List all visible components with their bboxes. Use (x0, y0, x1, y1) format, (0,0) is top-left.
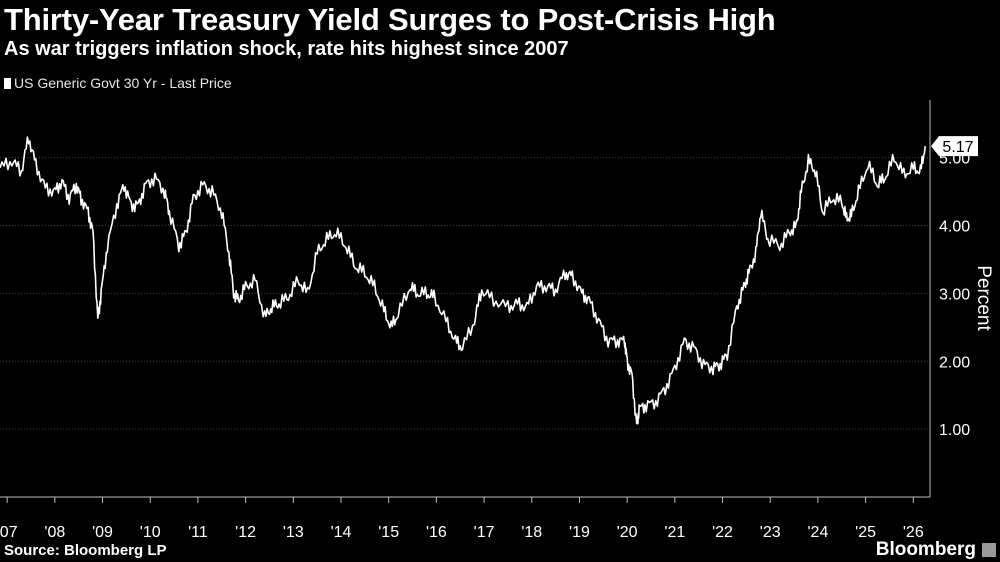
x-tick-label: '25 (855, 524, 876, 541)
x-tick-label: '26 (903, 524, 924, 541)
x-tick-label: '11 (188, 524, 208, 541)
x-tick-label: '07 (0, 524, 18, 541)
x-tick-label: '23 (760, 524, 781, 541)
x-tick-label: '13 (283, 524, 304, 541)
x-tick-label: '09 (92, 524, 113, 541)
y-axis-title: Percent (973, 265, 994, 331)
x-tick-label: '12 (235, 524, 256, 541)
x-tick-label: '20 (617, 524, 638, 541)
last-value-box (931, 136, 978, 157)
x-tick-label: '18 (521, 524, 542, 541)
source-note: Source: Bloomberg LP (4, 542, 167, 559)
x-tick-label: '22 (712, 524, 733, 541)
x-tick-label: '16 (426, 524, 447, 541)
x-tick-label: '24 (807, 524, 828, 541)
y-tick-label: 4.00 (939, 219, 970, 236)
chart-legend: US Generic Govt 30 Yr - Last Price (4, 75, 232, 91)
last-value-label: 5.17 (942, 139, 973, 156)
brand-logo: Bloomberg (875, 539, 976, 560)
y-tick-label: 2.00 (939, 354, 970, 371)
legend-swatch (4, 77, 11, 89)
y-tick-label: 3.00 (939, 286, 970, 303)
x-tick-label: '19 (569, 524, 590, 541)
y-tick-label: 1.00 (939, 422, 970, 439)
x-tick-label: '17 (474, 524, 495, 541)
x-tick-label: '15 (378, 524, 399, 541)
series-line-us-30yr (0, 136, 926, 425)
chart-title: Thirty-Year Treasury Yield Surges to Pos… (4, 2, 776, 37)
chart-subtitle: As war triggers inflation shock, rate hi… (4, 38, 569, 60)
bloomberg-chart-icon (982, 543, 996, 557)
x-tick-label: '08 (44, 524, 65, 541)
x-tick-label: '14 (331, 524, 352, 541)
x-tick-label: '21 (664, 524, 685, 541)
legend-label: US Generic Govt 30 Yr - Last Price (14, 75, 232, 91)
x-tick-label: '10 (140, 524, 161, 541)
